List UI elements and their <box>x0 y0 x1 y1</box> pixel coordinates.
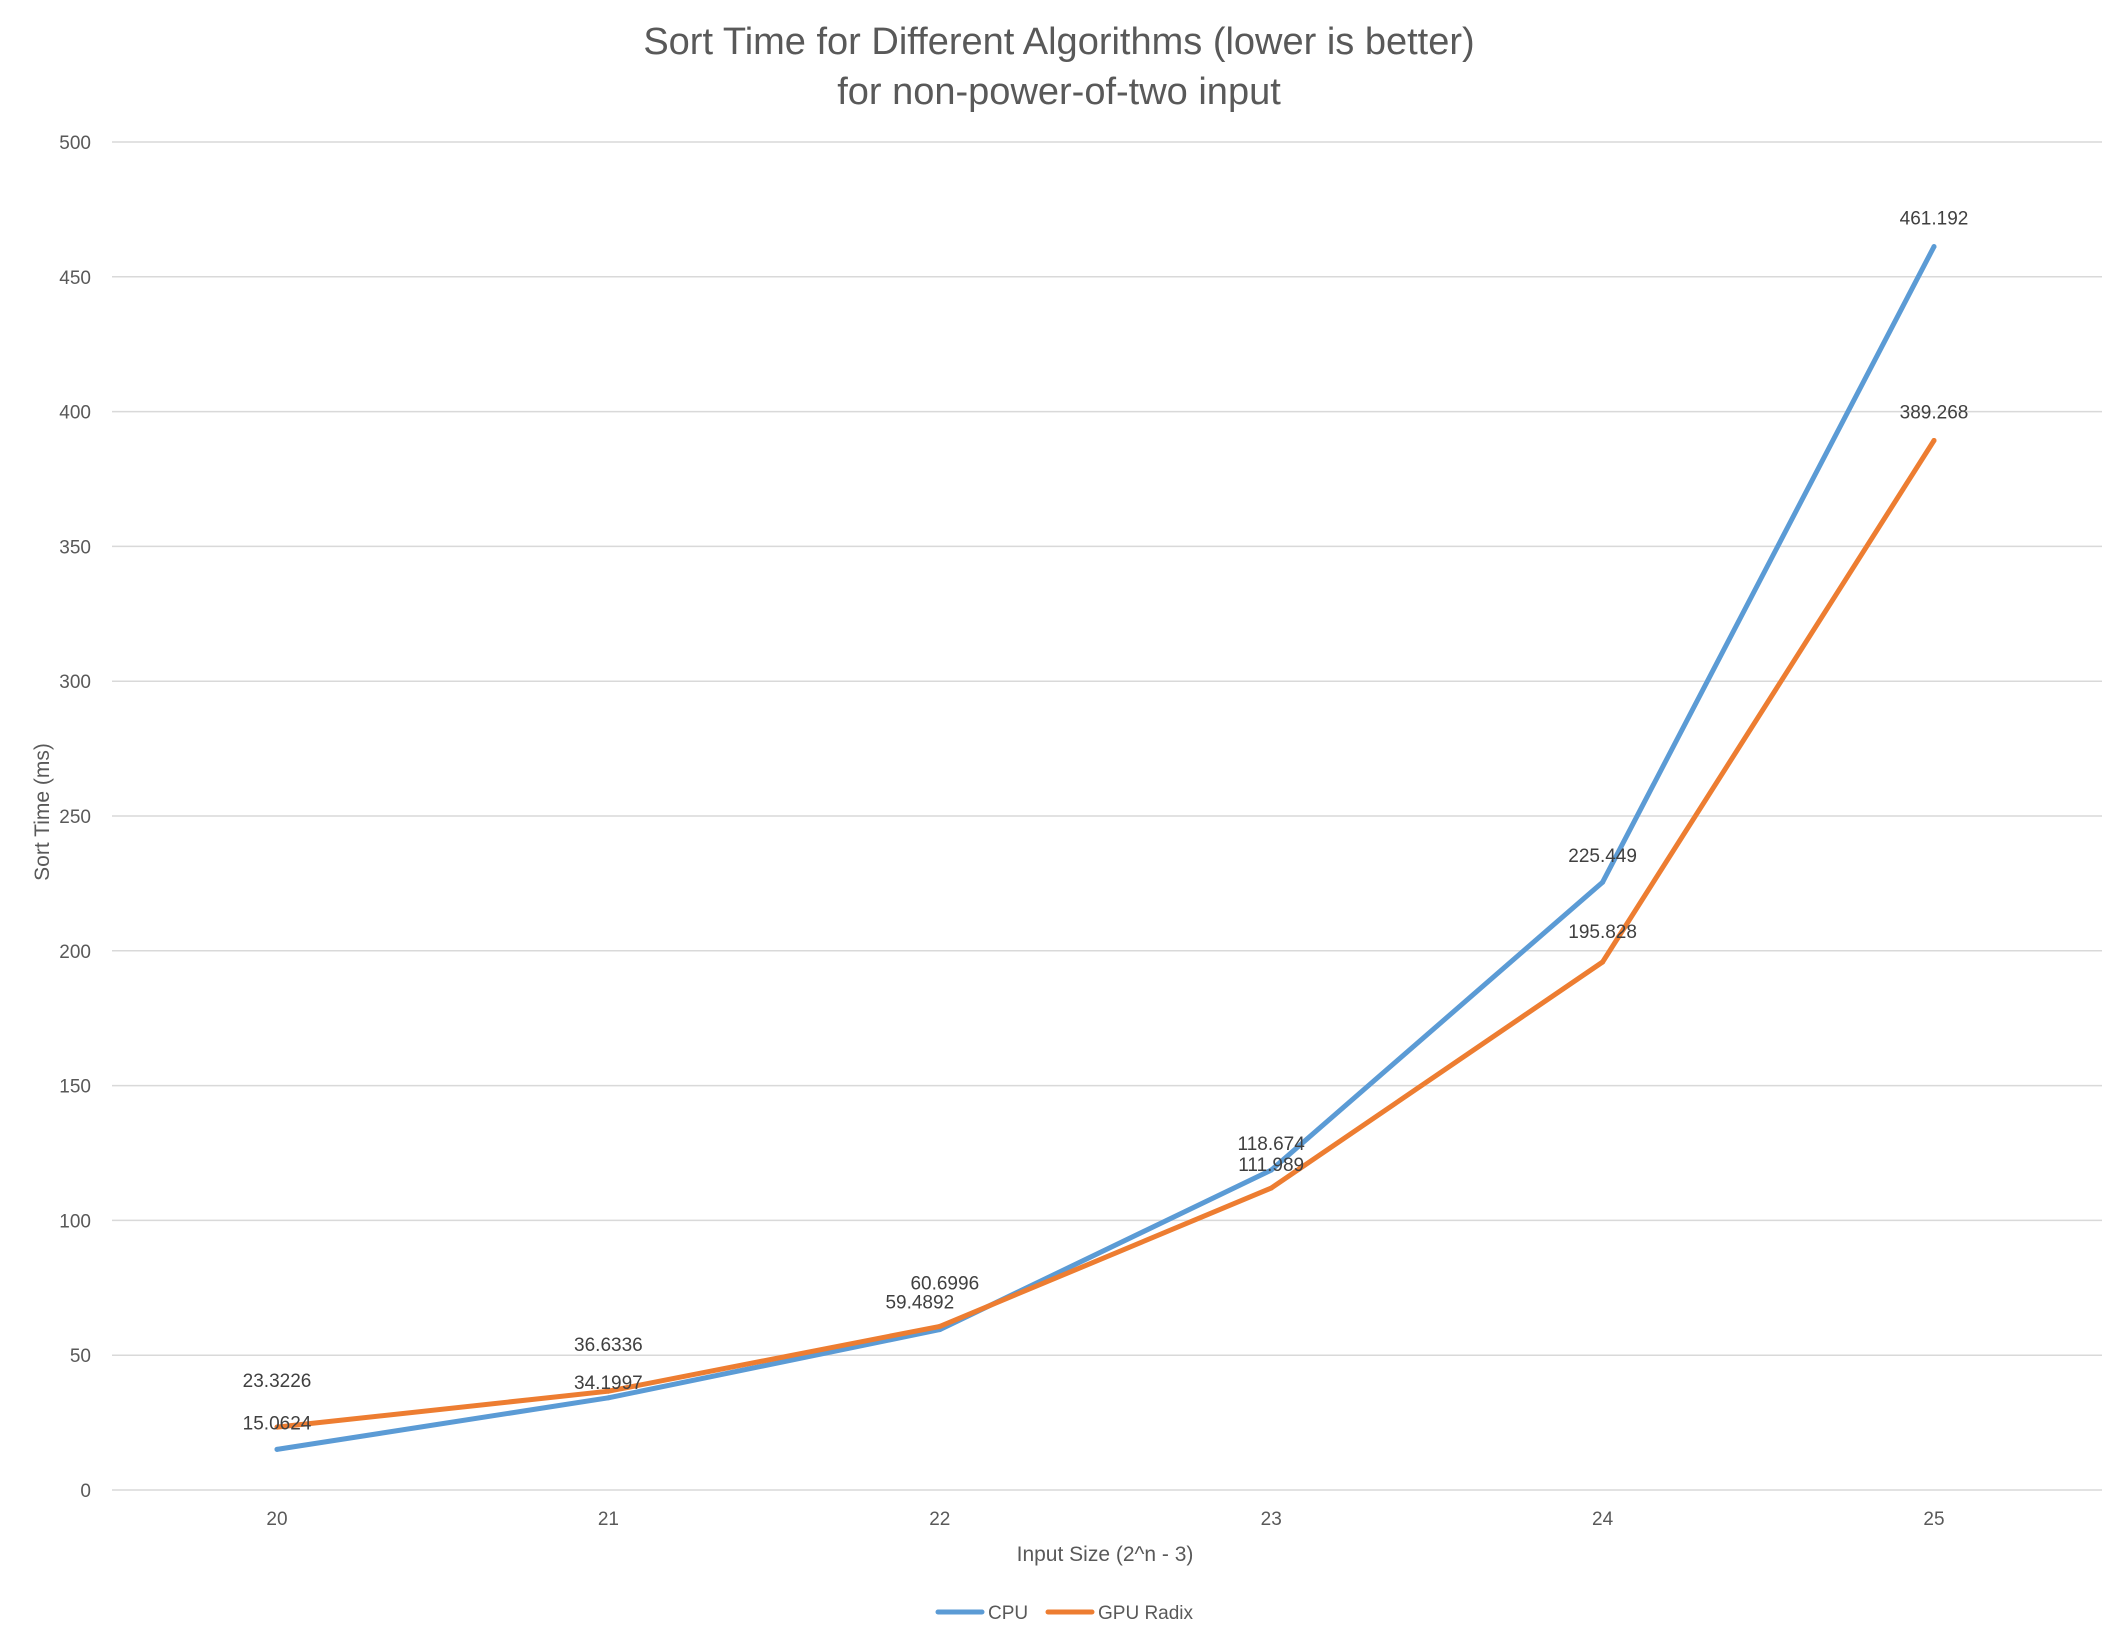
data-point <box>1268 1185 1274 1191</box>
y-tick-label: 100 <box>59 1211 91 1232</box>
data-point <box>937 1323 943 1329</box>
x-tick-label: 22 <box>929 1509 950 1530</box>
y-axis-label: Sort Time (ms) <box>31 743 54 881</box>
y-tick-label: 350 <box>59 537 91 558</box>
x-tick-label: 23 <box>1261 1509 1282 1530</box>
data-label: 195.828 <box>1568 922 1637 943</box>
gridlines <box>112 141 2102 1491</box>
y-tick-label: 250 <box>59 807 91 828</box>
legend-label: GPU Radix <box>1098 1603 1194 1624</box>
data-label: 389.268 <box>1900 403 1969 424</box>
y-tick-label: 400 <box>59 403 91 424</box>
data-point <box>274 1446 280 1452</box>
x-axis-label: Input Size (2^n - 3) <box>1017 1543 1194 1566</box>
series-cpu <box>274 244 1937 1452</box>
y-tick-label: 300 <box>59 672 91 693</box>
data-point <box>605 1388 611 1394</box>
legend: CPU GPU Radix <box>935 1603 1194 1624</box>
legend-item: CPU <box>935 1603 1028 1624</box>
data-point <box>1600 959 1606 965</box>
legend-label: CPU <box>988 1603 1028 1624</box>
data-point <box>1931 244 1937 250</box>
x-tick-label: 21 <box>598 1509 619 1530</box>
data-label: 60.6996 <box>910 1273 979 1294</box>
x-tick-label: 25 <box>1923 1509 1944 1530</box>
y-tick-label: 450 <box>59 268 91 289</box>
legend-item: GPU Radix <box>1045 1603 1194 1624</box>
y-tick-label: 0 <box>80 1481 91 1502</box>
y-tick-label: 50 <box>70 1346 91 1367</box>
series-line <box>274 244 1937 1452</box>
x-tick-label: 20 <box>266 1509 287 1530</box>
data-label: 36.6336 <box>574 1335 643 1356</box>
data-label: 34.1997 <box>574 1373 643 1394</box>
data-label: 118.674 <box>1238 1134 1306 1155</box>
series-gpu-radix <box>274 438 1937 1430</box>
series-line <box>274 438 1937 1430</box>
data-point <box>1268 1167 1274 1173</box>
data-label: 59.4892 <box>885 1293 954 1314</box>
data-point <box>1931 438 1937 444</box>
x-axis-ticks: 20 21 22 23 24 25 <box>266 1509 1944 1530</box>
data-point <box>274 1424 280 1430</box>
y-tick-label: 150 <box>59 1077 91 1098</box>
data-point <box>1600 879 1606 885</box>
data-label: 111.989 <box>1238 1155 1304 1176</box>
chart-title-line-1: Sort Time for Different Algorithms (lowe… <box>643 21 1474 63</box>
data-point <box>605 1395 611 1401</box>
series-lines <box>274 244 1937 1452</box>
data-label: 23.3226 <box>243 1371 312 1392</box>
y-tick-label: 200 <box>59 942 91 963</box>
data-label: 461.192 <box>1900 209 1969 230</box>
data-label: 225.449 <box>1568 846 1637 867</box>
data-labels: 15.0624 34.1997 59.4892 118.674 225.449 461.1… <box>243 209 1969 1435</box>
chart-title-line-2: for non-power-of-two input <box>837 71 1281 113</box>
x-tick-label: 24 <box>1592 1509 1614 1530</box>
data-label: 15.0624 <box>243 1413 312 1434</box>
y-axis-ticks: 0 50 100 150 200 250 300 350 400 450 500 <box>59 133 91 1502</box>
y-tick-label: 500 <box>59 133 91 154</box>
